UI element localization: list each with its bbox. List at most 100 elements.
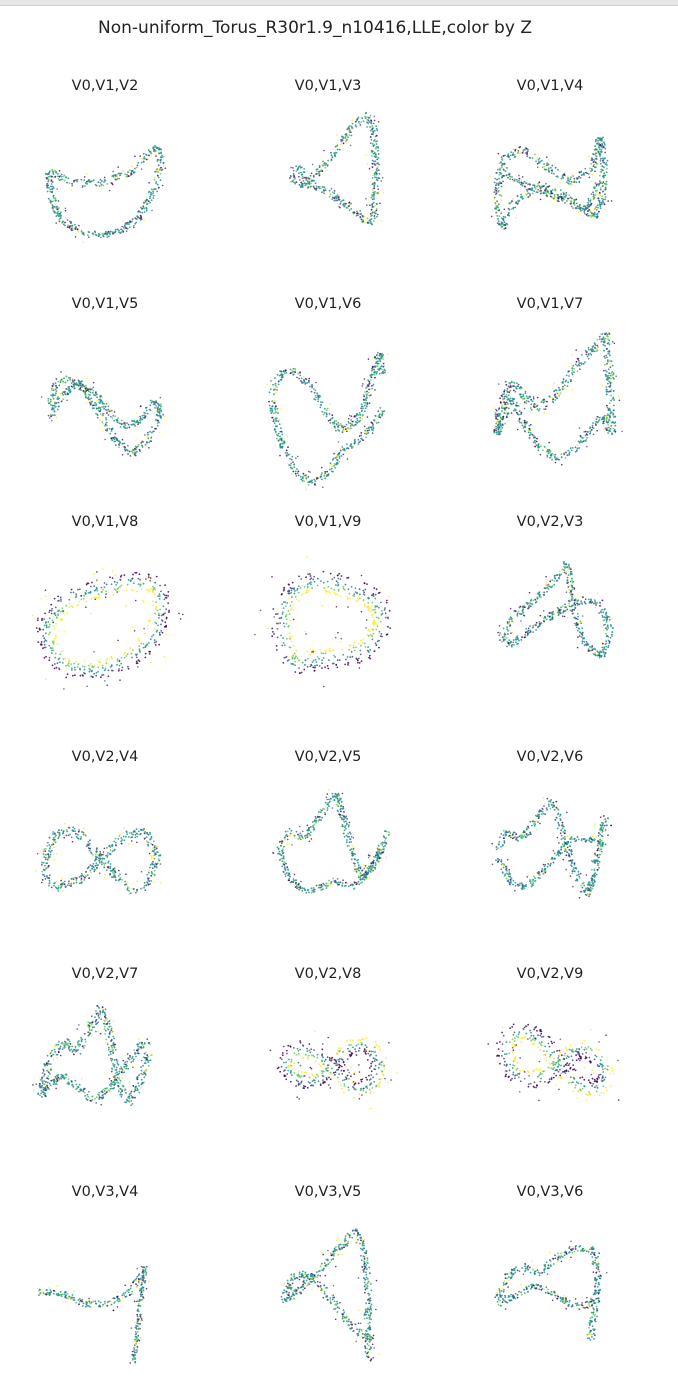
scatter-point [136,661,138,663]
scatter-point [522,425,524,427]
scatter-point [606,389,608,391]
scatter-point [68,390,70,392]
scatter-point [347,458,349,460]
scatter-point [355,121,357,123]
scatter-point [511,381,513,383]
scatter-point [293,173,295,175]
scatter-point [494,178,496,180]
scatter-point [48,187,50,189]
scatter-point [71,382,73,384]
scatter-point [65,605,67,607]
scatter-point [63,613,65,615]
scatter-point [126,427,128,429]
scatter-point [103,406,105,408]
scatter-point [314,581,316,583]
scatter-point [503,416,505,418]
scatter-point [90,663,92,665]
scatter-point [303,379,305,381]
scatter-point [588,215,590,217]
scatter-point [306,177,308,179]
scatter-point [119,660,121,662]
scatter-point [374,605,376,607]
scatter-point [113,441,115,443]
scatter-point [578,603,580,605]
scatter-point [329,422,331,424]
scatter-plot [5,322,205,510]
subplot-panel: V0,V1,V4 [450,78,650,292]
scatter-point [151,636,153,638]
scatter-point [144,633,146,635]
scatter-point [316,392,318,394]
scatter-point [548,159,550,161]
scatter-point [602,416,604,418]
scatter-point [536,191,538,193]
scatter-point [606,416,608,418]
scatter-point [516,405,518,407]
scatter-point [145,207,147,209]
scatter-point [370,142,372,144]
scatter-point [317,656,319,658]
scatter-point [609,426,611,428]
scatter-point [372,425,374,427]
scatter-point [555,462,557,464]
scatter-point [548,395,550,397]
scatter-point [569,568,571,570]
scatter-point [51,613,53,615]
scatter-point [526,150,528,152]
scatter-point [55,385,57,387]
scatter-point [137,659,139,661]
scatter-point [612,414,614,416]
scatter-point [97,597,99,599]
scatter-point [293,374,295,376]
scatter-point [499,194,501,196]
scatter-point [47,400,49,402]
scatter-point [90,676,92,678]
scatter-point [502,163,504,165]
scatter-point [506,167,508,169]
scatter-point [140,420,142,422]
scatter-point [159,609,161,611]
scatter-point [564,604,566,606]
scatter-point [310,581,312,583]
scatter-point [91,401,93,403]
scatter-point [73,381,75,383]
scatter-point [306,478,308,480]
scatter-point [514,154,516,156]
scatter-point [149,589,151,591]
scatter-point [579,368,581,370]
scatter-point [276,649,278,651]
scatter-point [96,185,98,187]
scatter-point [510,202,512,204]
scatter-point [286,602,288,604]
scatter-point [57,600,59,602]
scatter-point [496,200,498,202]
scatter-point [346,577,348,579]
scatter-point [539,408,541,410]
scatter-point [607,424,609,426]
scatter-point [373,384,375,386]
scatter-point [564,388,566,390]
scatter-point [288,583,290,585]
scatter-point [108,235,110,237]
scatter-point [118,444,120,446]
scatter-point [277,374,279,376]
scatter-point [503,393,505,395]
scatter-point [605,633,607,635]
scatter-point [606,391,608,393]
scatter-point [378,647,380,649]
scatter-point [536,441,538,443]
scatter-point [117,228,119,230]
scatter-point [155,154,157,156]
scatter-point [599,417,601,419]
scatter-point [80,179,82,181]
scatter-point [47,181,49,183]
scatter-point [578,447,580,449]
scatter-point [599,175,601,177]
subplot-title: V0,V1,V5 [5,296,205,312]
scatter-point [376,174,378,176]
scatter-point [304,664,306,666]
scatter-point [374,217,376,219]
scatter-point [495,172,497,174]
scatter-point [58,200,60,202]
scatter-point [63,688,65,690]
